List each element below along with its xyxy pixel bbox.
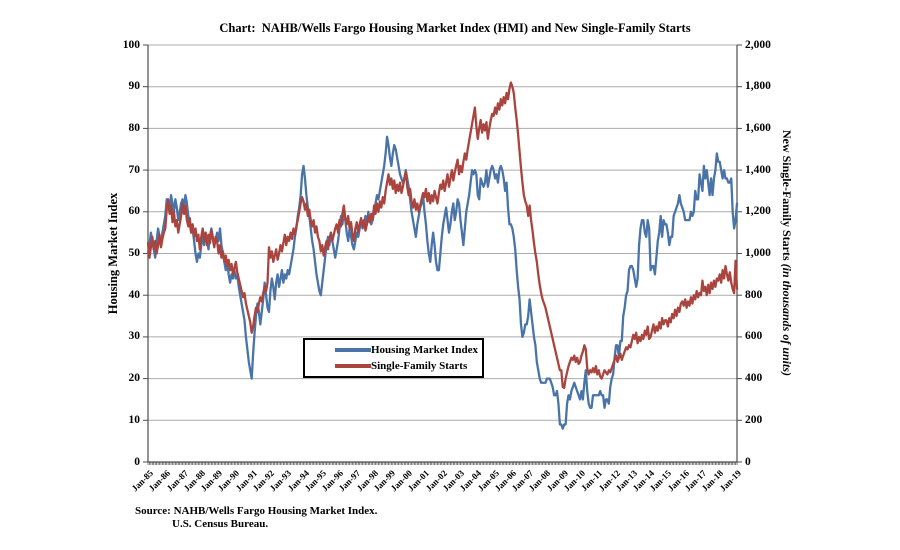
y-axis-tick-label: 1,200 — [745, 205, 771, 218]
hmi-line-swatch — [335, 348, 371, 352]
y-axis-tick-label: 10 — [128, 413, 141, 426]
y-axis-tick-label: 2,000 — [745, 38, 771, 51]
y-axis-tick-label: 80 — [128, 121, 141, 134]
y-axis-tick-label: 60 — [128, 205, 141, 218]
y-axis-tick-label: 0 — [745, 455, 751, 468]
y-axis-tick-label: 90 — [128, 80, 141, 93]
legend: Housing Market Index Single-Family Start… — [303, 338, 484, 378]
y-axis-tick-label: 40 — [128, 288, 141, 301]
y-axis-tick-label: 800 — [745, 288, 763, 301]
y-axis-tick-label: 70 — [128, 163, 141, 176]
right-axis-title-main: New Single-Family Starts — [780, 129, 794, 264]
y-axis-tick-label: 400 — [745, 372, 763, 385]
source-note-line2: U.S. Census Bureau. — [172, 518, 269, 530]
y-axis-tick-label: 1,600 — [745, 121, 771, 134]
legend-label-starts: Single-Family Starts — [371, 360, 468, 372]
y-axis-tick-label: 600 — [745, 330, 763, 343]
y-axis-tick-label: 20 — [128, 372, 141, 385]
y-axis-tick-label: 30 — [128, 330, 141, 343]
y-axis-tick-label: 100 — [122, 38, 140, 51]
y-axis-tick-label: 1,800 — [745, 80, 771, 93]
y-axis-tick-label: 1,400 — [745, 163, 771, 176]
y-axis-tick-label: 1,000 — [745, 247, 771, 259]
y-axis-tick-label: 200 — [745, 413, 763, 426]
legend-entry-starts: Single-Family Starts — [335, 360, 482, 372]
legend-label-hmi: Housing Market Index — [371, 344, 478, 356]
chart-title: Chart: NAHB/Wells Fargo Housing Market I… — [219, 21, 691, 35]
hmi-series-line — [146, 135, 739, 430]
y-axis-tick-label: 0 — [134, 455, 140, 468]
starts-line-swatch — [335, 364, 371, 368]
source-note-line1: Source: NAHB/Wells Fargo Housing Market … — [135, 505, 378, 517]
right-axis-title-units: (in thousands of units) — [780, 263, 794, 377]
y-axis-tick-label: 50 — [128, 247, 141, 259]
legend-entry-hmi: Housing Market Index — [335, 344, 482, 356]
